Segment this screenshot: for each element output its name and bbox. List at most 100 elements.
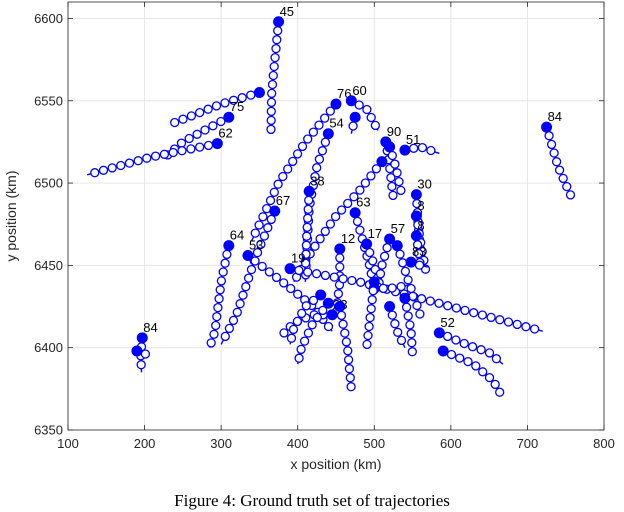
x-tick-label: 200: [134, 436, 156, 451]
trajectory-point: [343, 198, 353, 209]
trajectory: [286, 289, 327, 345]
trajectory-start-point: [399, 144, 411, 156]
trajectory-label: 83: [412, 244, 426, 259]
trajectory-point: [314, 154, 325, 164]
trajectory-point: [265, 195, 276, 206]
trajectory-point: [318, 305, 328, 316]
trajectory-start-point: [330, 98, 342, 110]
trajectory-point: [228, 315, 239, 326]
trajectory-start-point: [399, 292, 411, 304]
trajectory-point: [186, 111, 197, 121]
trajectory-start-point: [253, 87, 265, 99]
trajectory-point: [320, 270, 331, 281]
trajectory-point: [549, 148, 559, 158]
trajectory: [437, 345, 505, 397]
trajectory-point: [386, 172, 396, 183]
trajectory-point: [396, 335, 407, 346]
trajectory-point: [348, 121, 358, 131]
trajectory-start-point: [303, 185, 315, 197]
trajectory-point: [301, 240, 312, 250]
trajectory-start-point: [334, 301, 346, 313]
trajectory-start-point: [405, 256, 417, 268]
trajectory-point: [107, 163, 117, 173]
trajectory-point: [292, 149, 303, 159]
trajectory-point: [371, 164, 382, 174]
trajectory-start-point: [322, 297, 334, 309]
trajectory-point: [213, 302, 223, 313]
trajectory-point: [377, 260, 387, 270]
trajectory-label: 8: [417, 198, 424, 213]
trajectory-point: [176, 138, 187, 148]
trajectory-label: 19: [291, 251, 305, 266]
trajectory-point: [484, 372, 495, 383]
trajectory-start-point: [349, 111, 361, 123]
trajectory-point: [208, 121, 218, 131]
trajectory-start-point: [368, 276, 380, 288]
trajectory-start-point: [273, 16, 285, 28]
trajectory-label: 54: [329, 116, 343, 131]
trajectory-point: [414, 260, 425, 270]
trajectory-point: [362, 339, 372, 350]
trajectory-point: [195, 142, 205, 152]
trajectory-point: [356, 277, 366, 287]
trajectory-point: [486, 312, 496, 323]
trajectory-point: [401, 302, 412, 312]
trajectory-point: [338, 319, 348, 329]
trajectory-point: [307, 320, 317, 330]
trajectory-label: 84: [548, 109, 562, 124]
trajectory: 84: [541, 109, 576, 200]
trajectory-point: [203, 104, 213, 114]
trajectory-point: [347, 275, 357, 286]
trajectory-point: [283, 164, 293, 174]
trajectory-point: [387, 181, 397, 192]
trajectory-point: [222, 249, 232, 260]
trajectory-point: [323, 321, 334, 332]
trajectory-point: [286, 283, 296, 294]
trajectory-point: [209, 329, 219, 339]
trajectory-point: [303, 213, 313, 223]
trajectory-point: [333, 289, 344, 299]
trajectory: [384, 301, 407, 348]
trajectory-point: [407, 347, 417, 357]
trajectory-point: [417, 142, 428, 153]
trajectory-point: [396, 281, 406, 292]
trajectory: 64: [206, 228, 244, 348]
trajectory-point: [170, 117, 180, 128]
trajectory-point: [299, 336, 310, 346]
trajectory: 62: [86, 126, 233, 178]
trajectory-point: [407, 338, 417, 348]
trajectory-point: [243, 273, 254, 283]
trajectory-start-point: [322, 128, 334, 140]
trajectory: [384, 141, 406, 196]
trajectory-point: [278, 171, 288, 182]
trajectory-point: [463, 356, 473, 367]
trajectory-point: [150, 151, 161, 161]
trajectory-point: [349, 192, 359, 202]
trajectory-point: [396, 185, 406, 196]
trajectory-label: 8: [417, 218, 424, 233]
trajectory-point: [311, 269, 322, 279]
trajectory-point: [403, 311, 413, 321]
trajectory-point: [320, 137, 331, 147]
trajectory-point: [405, 320, 415, 330]
trajectory-point: [416, 294, 427, 304]
trajectory-point: [512, 319, 522, 330]
trajectory-label: 51: [406, 132, 420, 147]
trajectory-point: [90, 168, 100, 178]
trajectory-point: [390, 319, 400, 329]
trajectory-point: [256, 239, 266, 249]
trajectory-point: [286, 333, 297, 343]
trajectory-point: [312, 312, 322, 323]
trajectory-point: [136, 360, 146, 370]
trajectory-start-point: [384, 141, 396, 153]
trajectory-point: [308, 127, 319, 137]
trajectory-point: [325, 219, 336, 229]
trajectory-point: [269, 187, 279, 197]
trajectory-point: [216, 116, 226, 127]
trajectory-label: 64: [230, 228, 244, 243]
trajectory-label: 60: [352, 83, 366, 98]
trajectory-point: [211, 320, 221, 331]
trajectory-point: [296, 344, 306, 355]
trajectory-point: [140, 349, 151, 359]
